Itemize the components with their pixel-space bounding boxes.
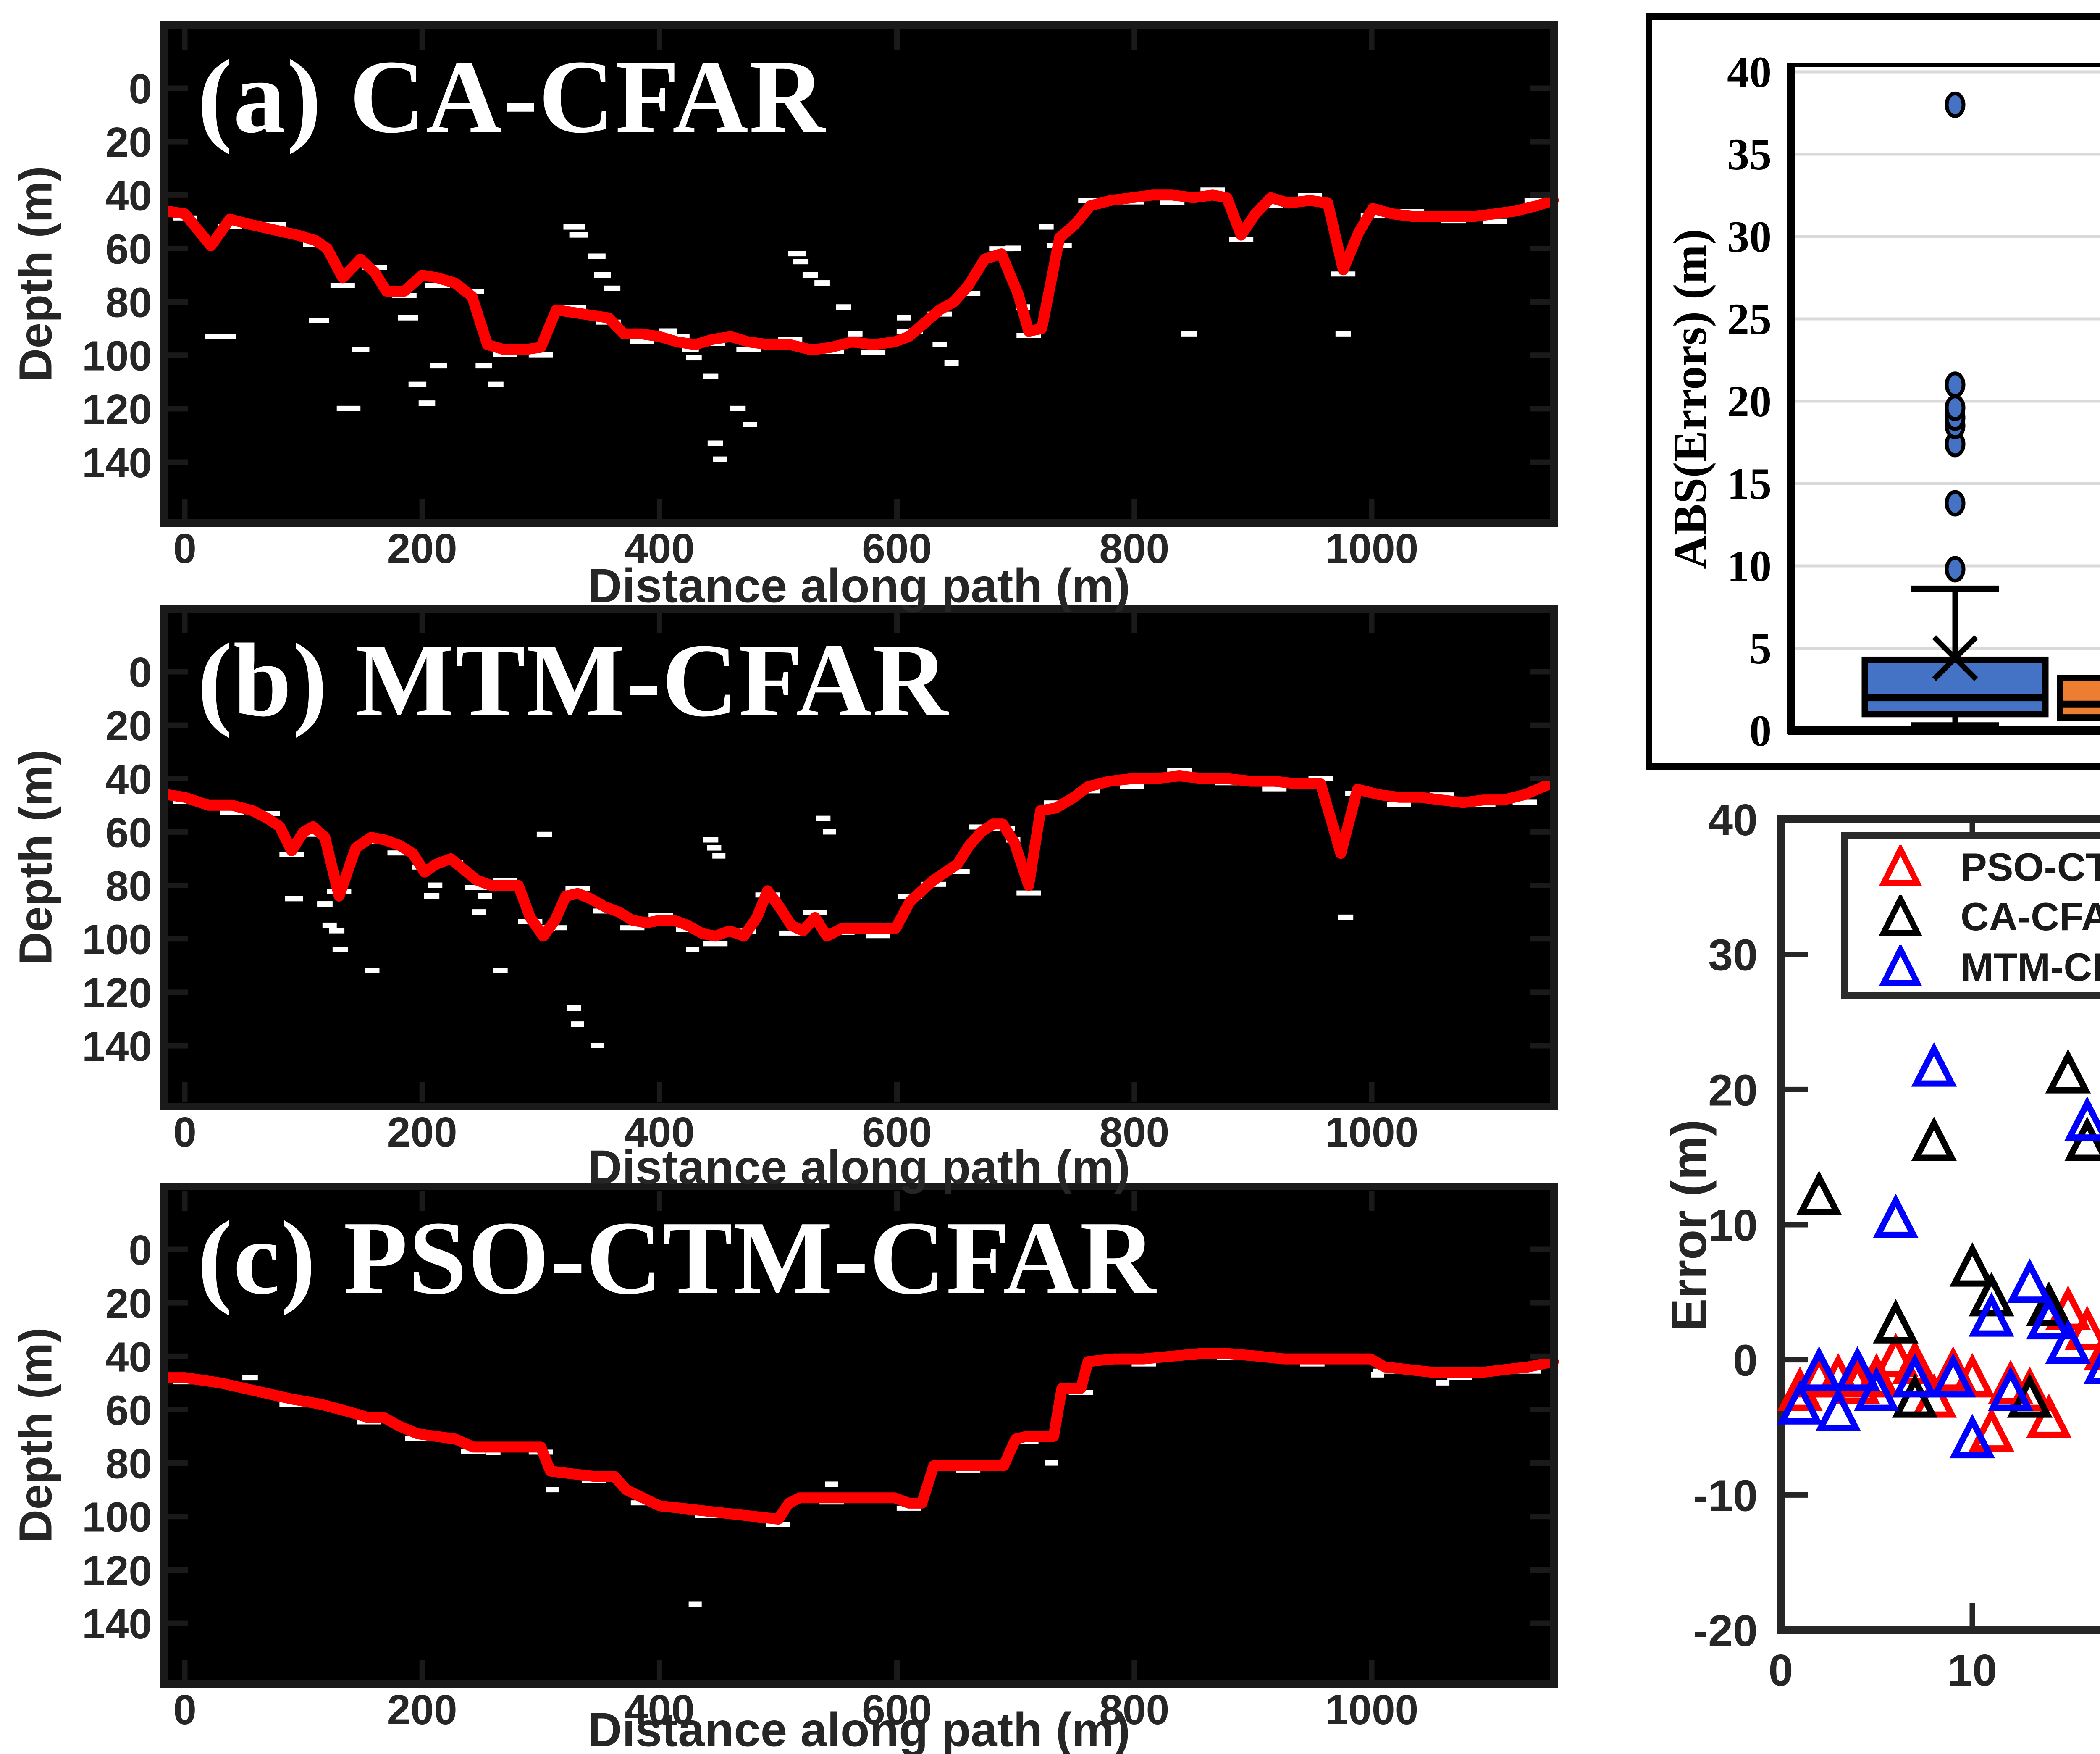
x-axis-label-b: Distance along path (m) [587,1141,1131,1194]
svg-text:0: 0 [129,649,152,696]
svg-text:0: 0 [173,1686,197,1733]
svg-text:20: 20 [105,1280,152,1327]
e-legend-label-ca: CA-CFAR [1961,894,2100,939]
svg-text:0: 0 [1769,1646,1793,1695]
svg-text:60: 60 [105,809,152,856]
svg-text:600: 600 [862,525,932,572]
triangle-icon-pso [1879,845,1922,886]
svg-text:20: 20 [1727,377,1772,426]
svg-text:0: 0 [129,1227,152,1274]
box-plot: 0 5 10 15 20 25 30 35 40 [1727,47,2100,755]
panel-title-c: (c) PSO-CTM-CFAR [197,1200,1157,1316]
svg-text:800: 800 [1099,1686,1169,1733]
svg-text:1000: 1000 [1325,1109,1418,1156]
svg-text:40: 40 [1727,47,1772,97]
svg-text:0: 0 [173,525,197,572]
svg-text:10: 10 [1727,542,1772,591]
scatter-legend-box [1841,832,2100,999]
svg-text:-20: -20 [1693,1606,1758,1656]
svg-text:5: 5 [1749,624,1772,673]
triangle-icon-ca [1879,895,1922,936]
svg-text:30: 30 [1708,931,1758,980]
svg-text:400: 400 [625,1109,695,1156]
svg-text:200: 200 [387,525,457,572]
svg-text:200: 200 [387,1686,457,1733]
svg-text:200: 200 [387,1109,457,1156]
svg-text:40: 40 [105,172,152,219]
y-axis-label-a: Depth (m) [10,166,62,382]
svg-text:20: 20 [1708,1065,1758,1115]
svg-text:120: 120 [82,1547,152,1594]
svg-text:140: 140 [82,439,152,486]
svg-text:120: 120 [82,970,152,1017]
svg-text:100: 100 [82,1494,152,1541]
y-axis-label-b: Depth (m) [10,749,62,965]
svg-text:60: 60 [105,226,152,273]
svg-text:80: 80 [105,863,152,910]
svg-text:140: 140 [82,1023,152,1070]
svg-text:40: 40 [105,1333,152,1381]
svg-text:120: 120 [82,386,152,433]
svg-text:400: 400 [625,525,695,572]
boxplot-frame [1646,13,2100,770]
svg-text:140: 140 [82,1601,152,1648]
triangle-glyph-ca [1879,895,1922,936]
line-panel-b: 0 200 400 600 800 1000 0 20 40 60 80 100 120 140 [82,605,1558,1156]
panel-title-b: (b) MTM-CFAR [197,622,949,739]
svg-text:60: 60 [105,1387,152,1434]
e-legend-label-mtm: MTM-CFAR [1961,945,2100,989]
svg-text:1000: 1000 [1325,525,1418,572]
svg-text:80: 80 [105,279,152,326]
svg-text:40: 40 [105,756,152,803]
svg-text:15: 15 [1727,459,1772,508]
y-axis-label-c: Depth (m) [10,1327,62,1543]
svg-text:80: 80 [105,1441,152,1488]
triangle-icon-mtm [1879,945,1922,986]
line-panel-a: 0 200 400 600 800 1000 0 20 40 60 80 100 120 140 [82,21,1559,572]
svg-text:0: 0 [1749,706,1772,755]
svg-text:400: 400 [625,1686,695,1733]
scatter-series-MTM-CFAR [1777,1042,2100,1459]
svg-text:40: 40 [1708,795,1758,845]
line-panel-c: 0 200 400 600 800 1000 0 20 40 60 80 100 120 140 [82,1183,1559,1733]
svg-text:100: 100 [82,333,152,380]
triangle-glyph-pso [1879,845,1922,886]
svg-text:25: 25 [1727,295,1772,344]
svg-text:10: 10 [1948,1646,1997,1695]
svg-text:-10: -10 [1693,1471,1758,1520]
svg-text:0: 0 [173,1109,197,1156]
svg-text:35: 35 [1727,130,1772,179]
svg-text:20: 20 [105,702,152,749]
e-legend-label-pso: PSO-CTM-CFAR [1961,845,2100,889]
triangle-glyph-mtm [1879,945,1922,986]
svg-text:800: 800 [1099,525,1169,572]
svg-text:20: 20 [105,119,152,166]
svg-text:100: 100 [82,916,152,963]
scatter-series-PSO-CTM-CFAR [1777,1285,2100,1452]
boxplot-y-axis-label: ABS(Errors) (m) [1664,229,1717,569]
svg-text:600: 600 [862,1686,932,1733]
scatter-y-axis-label: Error (m) [1662,1119,1717,1332]
panel-title-a: (a) CA-CFAR [197,39,826,155]
svg-text:30: 30 [1727,212,1772,261]
svg-text:1000: 1000 [1325,1686,1418,1733]
x-axis-label-a: Distance along path (m) [587,559,1131,613]
svg-text:10: 10 [1708,1201,1758,1250]
svg-text:600: 600 [862,1109,932,1156]
svg-text:0: 0 [1733,1336,1758,1386]
x-axis-label-c: Distance along path (m) [587,1703,1131,1754]
svg-text:800: 800 [1099,1109,1169,1156]
svg-text:0: 0 [129,66,152,113]
